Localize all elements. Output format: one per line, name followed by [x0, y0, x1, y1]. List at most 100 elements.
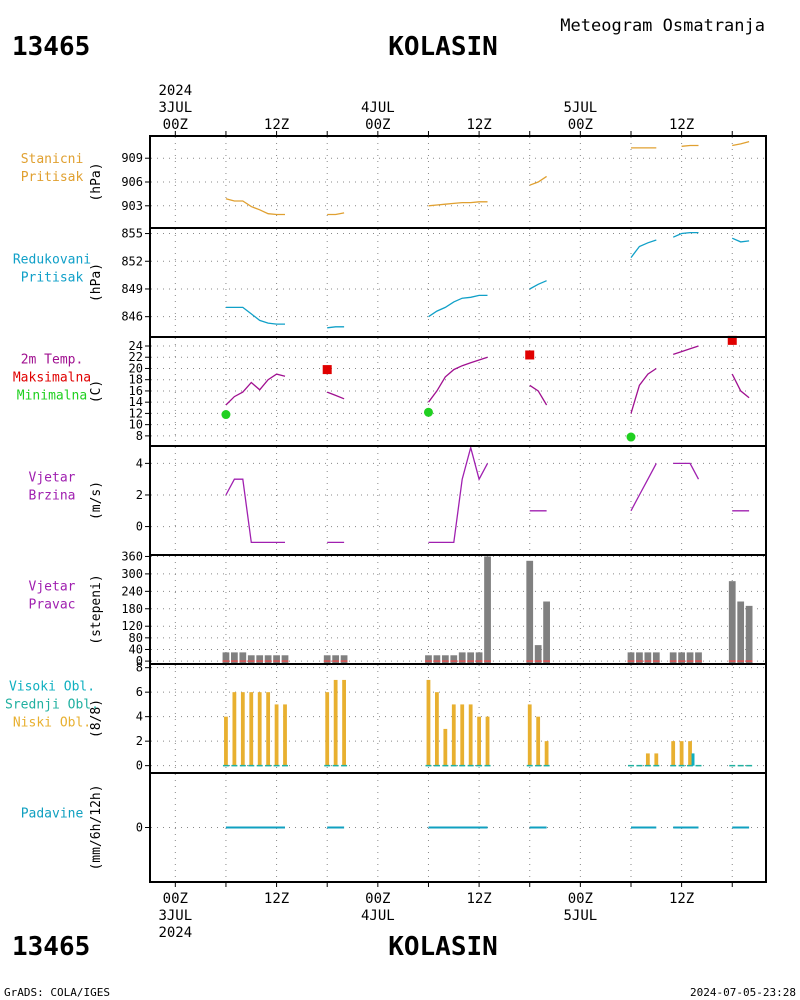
- tmin-marker: [626, 432, 636, 442]
- wind-direction-bar: [231, 652, 238, 665]
- time-label-top: 00Z: [365, 117, 390, 133]
- y-tick-label: 18: [129, 373, 143, 387]
- cloud-low-bar: [536, 716, 541, 766]
- panel-label: Pravac: [29, 598, 76, 613]
- cloud-low-bar: [325, 692, 330, 766]
- panel-label: Redukovani: [13, 253, 91, 268]
- cloud-low-bar: [274, 704, 279, 766]
- footer-credit: GrADS: COLA/IGES: [4, 986, 110, 999]
- wind-direction-bar: [475, 652, 483, 665]
- y-axis-label: (hPa): [89, 162, 104, 201]
- y-tick-label: 360: [121, 549, 143, 563]
- y-axis-label: (stepeni): [89, 574, 104, 644]
- wind-direction-bar: [340, 655, 348, 665]
- y-tick-label: 14: [129, 395, 143, 409]
- wind-direction-bar: [433, 655, 441, 665]
- wind-direction-bar: [484, 556, 491, 665]
- wind-direction-bar: [543, 601, 550, 665]
- panels: 903906909(hPa)StanicniPritisak8468498528…: [5, 135, 767, 883]
- cloud-low-bar: [485, 716, 490, 766]
- wind-direction-bar: [636, 652, 643, 665]
- y-tick-label: 20: [129, 361, 143, 375]
- panel-label: Maksimalna: [13, 371, 91, 386]
- cloud-mid-bar: [691, 753, 695, 766]
- series-line: [731, 237, 750, 243]
- y-tick-label: 903: [121, 199, 143, 213]
- series-line: [225, 478, 285, 544]
- panel-label: Niski Obl.: [13, 716, 91, 731]
- series-line: [529, 175, 547, 186]
- tmin-marker: [221, 410, 231, 420]
- y-tick-label: 16: [129, 384, 143, 398]
- panel-label: Stanicni: [21, 152, 84, 167]
- cloud-low-bar: [249, 692, 254, 766]
- cloud-low-bar: [451, 704, 456, 766]
- cloud-low-bar: [477, 716, 481, 766]
- footer-timestamp: 2024-07-05-23:28: [690, 986, 796, 999]
- y-tick-label: 906: [121, 175, 143, 189]
- wind-direction-bar: [247, 655, 255, 665]
- wind-direction-bar: [695, 652, 702, 665]
- panel-cloud-cover: 0 2 4 6 8 (8/8) Visoki Obl. Srednji Obl. Niski O…: [5, 661, 767, 774]
- y-tick-label: 855: [121, 227, 143, 241]
- series-line: [427, 356, 488, 403]
- wind-direction-bar: [644, 652, 652, 665]
- y-tick-label: 120: [121, 619, 143, 633]
- y-tick-label: 180: [121, 602, 143, 616]
- cloud-low-bar: [283, 704, 287, 766]
- series-line: [672, 345, 699, 356]
- y-tick-label: 24: [129, 339, 143, 353]
- time-label-bottom: 00Z: [568, 891, 593, 907]
- wind-direction-bar: [458, 652, 466, 665]
- series-line: [630, 367, 657, 414]
- cloud-low-bar: [654, 753, 659, 766]
- y-axis-label: (mm/6h/12h): [89, 784, 104, 870]
- time-label-top: 5JUL: [563, 100, 597, 116]
- series-line: [428, 201, 488, 207]
- y-tick-label: 6: [136, 685, 143, 699]
- wind-direction-bar: [678, 652, 685, 665]
- series-line: [225, 306, 285, 325]
- panel-label: Pritisak: [21, 170, 84, 185]
- y-tick-label: 8: [136, 661, 143, 675]
- wind-direction-bar: [686, 652, 694, 665]
- y-tick-label: 300: [121, 567, 143, 581]
- wind-direction-bar: [273, 655, 280, 665]
- y-tick-label: 4: [136, 710, 143, 724]
- cloud-low-bar: [671, 741, 676, 766]
- panel-label: Visoki Obl.: [9, 680, 95, 695]
- wind-direction-bar: [534, 645, 542, 665]
- wind-direction-bar: [323, 655, 331, 665]
- cloud-low-bar: [460, 704, 465, 766]
- time-label-bottom: 00Z: [365, 891, 390, 907]
- time-label-top: 2024: [158, 83, 192, 99]
- cloud-low-bar: [443, 728, 448, 766]
- panel-label: Vjetar: [29, 580, 76, 595]
- y-tick-label: 0: [136, 821, 143, 835]
- tmax-marker: [727, 335, 737, 345]
- time-label-bottom: 2024: [158, 925, 192, 941]
- y-tick-label: 8: [136, 429, 143, 443]
- series-line: [529, 280, 547, 290]
- y-axis-label: (hPa): [89, 263, 104, 302]
- cloud-low-bar: [232, 692, 237, 766]
- wind-direction-bar: [239, 652, 247, 665]
- series-line: [681, 144, 699, 147]
- series-line: [529, 384, 548, 406]
- panel-label: Minimalna: [17, 389, 87, 404]
- time-label-top: 00Z: [163, 117, 188, 133]
- tmin-marker: [423, 407, 433, 417]
- y-tick-label: 240: [121, 584, 143, 598]
- wind-direction-bar: [669, 652, 677, 665]
- cloud-low-bar: [224, 716, 228, 766]
- time-label-bottom: 12Z: [466, 891, 491, 907]
- cloud-low-bar: [679, 741, 684, 766]
- y-tick-label: 852: [121, 254, 143, 268]
- series-line: [630, 239, 657, 258]
- y-tick-label: 80: [129, 631, 143, 645]
- tmax-marker: [322, 365, 332, 375]
- wind-direction-bar: [222, 652, 230, 665]
